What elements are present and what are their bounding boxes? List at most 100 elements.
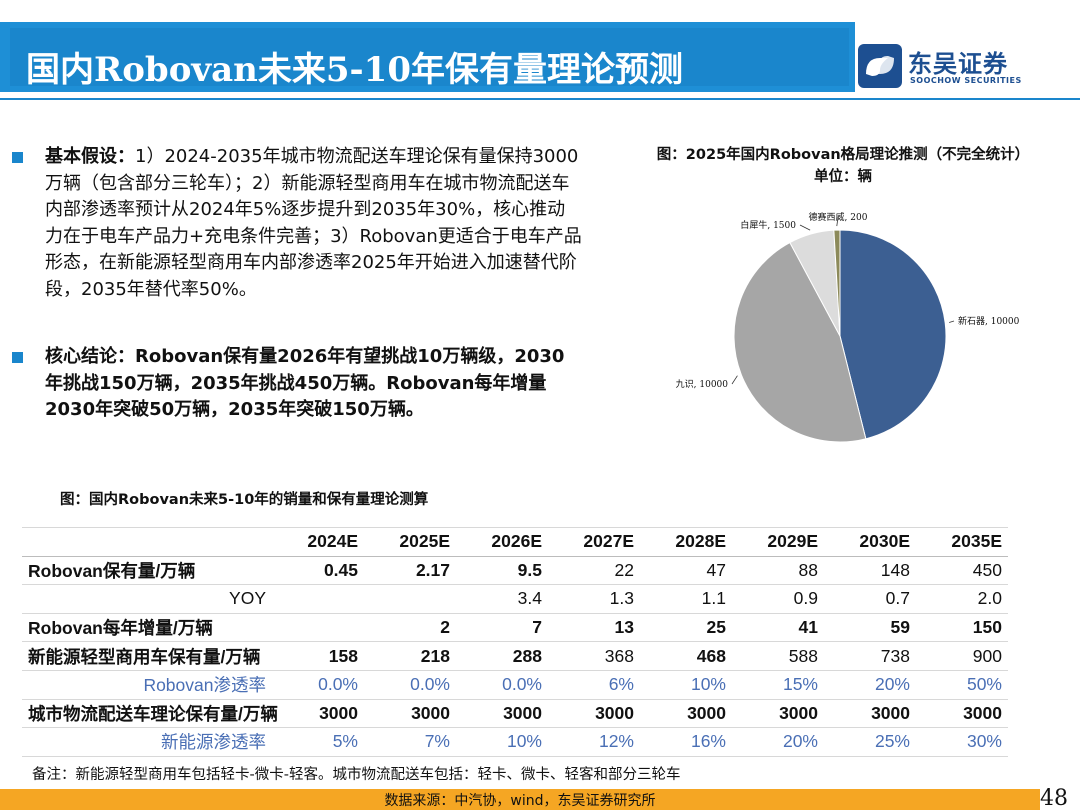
table-row: Robovan渗透率 0.0% 0.0% 0.0% 6% 10% 15% 20% 50% [22, 670, 1008, 700]
column-header: 2026E [456, 527, 548, 557]
logo: 东吴证券 SOOCHOW SECURITIES [858, 42, 1038, 90]
title-inner: 国内Robovan未来5-10年保有量理论预测 [10, 28, 849, 90]
column-header: 2027E [548, 527, 640, 557]
pie-data-label: 九识, 10000 [676, 379, 729, 390]
bullet-square-icon [12, 152, 23, 163]
table-row: Robovan保有量/万辆 0.45 2.17 9.5 22 47 88 148 450 [22, 556, 1008, 586]
table-cell: 22 [548, 556, 640, 586]
table-cell: 1.3 [548, 584, 640, 614]
table-cell: 88 [732, 556, 824, 586]
table-cell: 41 [732, 613, 824, 643]
table-cell: 12% [548, 727, 640, 757]
pie-data-label: 新石器, 10000 [958, 315, 1020, 327]
page-title: 国内Robovan未来5-10年保有量理论预测 [26, 50, 683, 90]
table-cell: 6% [548, 670, 640, 700]
table-cell: 20% [732, 727, 824, 757]
row-label: YOY [22, 584, 272, 614]
table-cell [272, 613, 364, 643]
pie-leader-line [836, 216, 839, 227]
table-row: YOY 3.4 1.3 1.1 0.9 0.7 2.0 [22, 584, 1008, 614]
table-header-row: 2024E 2025E 2026E 2027E 2028E 2029E 2030E 2035E [22, 527, 1008, 557]
column-header: 2024E [272, 527, 364, 557]
table-row: 新能源渗透率 5% 7% 10% 12% 16% 20% 25% 30% [22, 727, 1008, 757]
table-note: 备注：新能源轻型商用车包括轻卡-微卡-轻客。城市物流配送车包括：轻卡、微卡、轻客… [32, 767, 681, 783]
pie-leader-line [949, 320, 955, 323]
bullet-label: 基本假设： [45, 146, 135, 167]
table-cell: 0.0% [456, 670, 548, 700]
table-cell [364, 584, 456, 614]
table-cell: 25 [640, 613, 732, 643]
logo-cn-text: 东吴证券 [908, 50, 1008, 78]
table-cell: 2 [364, 613, 456, 643]
pie-slice-新石器 [839, 229, 947, 440]
pie-leader-line [799, 224, 811, 231]
data-source: 数据来源：中汽协，wind，东吴证券研究所 [384, 793, 656, 809]
table-cell: 0.0% [272, 670, 364, 700]
pie-data-label: 白犀牛, 1500 [740, 219, 796, 231]
table-cell: 288 [456, 641, 548, 671]
table-cell: 9.5 [456, 556, 548, 586]
row-label: Robovan渗透率 [22, 670, 272, 700]
pie-leader-line [731, 375, 738, 385]
bullet-conclusion: 核心结论：Robovan保有量2026年有望挑战10万辆级，2030年挑战150… [12, 344, 582, 424]
table-cell: 900 [916, 641, 1008, 671]
table-cell: 3000 [364, 699, 456, 729]
table-cell: 150 [916, 613, 1008, 643]
table-cell: 738 [824, 641, 916, 671]
bullet-text: 核心结论：Robovan保有量2026年有望挑战10万辆级，2030年挑战150… [45, 344, 582, 424]
header-rule [0, 98, 1080, 100]
bullet-label: 核心结论： [45, 346, 135, 367]
table-cell: 2.17 [364, 556, 456, 586]
table-cell: 468 [640, 641, 732, 671]
table-title: 图：国内Robovan未来5-10年的销量和保有量理论测算 [60, 492, 429, 508]
table-cell: 50% [916, 670, 1008, 700]
table-cell: 3000 [456, 699, 548, 729]
bullet-square-icon [12, 352, 23, 363]
table-cell: 30% [916, 727, 1008, 757]
table-cell: 158 [272, 641, 364, 671]
pie-title-line2: 单位：辆 [814, 169, 872, 185]
row-label: Robovan保有量/万辆 [22, 556, 272, 586]
bullet-body: 1）2024-2035年城市物流配送车理论保有量保持3000万辆（包含部分三轮车… [45, 146, 582, 300]
pie-data-label: 德赛西威, 200 [809, 211, 868, 223]
column-header: 2028E [640, 527, 732, 557]
forecast-table: 2024E 2025E 2026E 2027E 2028E 2029E 2030E 2035E… [22, 527, 1008, 757]
table-cell: 25% [824, 727, 916, 757]
bullet-assumptions: 基本假设：1）2024-2035年城市物流配送车理论保有量保持3000万辆（包含… [12, 144, 582, 324]
table-cell: 3000 [916, 699, 1008, 729]
column-header: 2030E [824, 527, 916, 557]
table-cell: 0.9 [732, 584, 824, 614]
table-cell: 3000 [272, 699, 364, 729]
table-cell: 15% [732, 670, 824, 700]
table-row: Robovan每年增量/万辆 2 7 13 25 41 59 150 [22, 613, 1008, 643]
column-header: 2029E [732, 527, 824, 557]
bullet-body: Robovan保有量2026年有望挑战10万辆级，2030年挑战150万辆，20… [45, 346, 565, 420]
row-label: 新能源轻型商用车保有量/万辆 [22, 641, 272, 671]
table-cell [272, 584, 364, 614]
table-cell: 10% [456, 727, 548, 757]
table-cell: 3000 [548, 699, 640, 729]
table-cell: 7 [456, 613, 548, 643]
table-cell: 13 [548, 613, 640, 643]
table-cell: 47 [640, 556, 732, 586]
table-cell: 0.45 [272, 556, 364, 586]
table-cell: 588 [732, 641, 824, 671]
column-header: 2035E [916, 527, 1008, 557]
table-cell: 10% [640, 670, 732, 700]
title-bar: 国内Robovan未来5-10年保有量理论预测 [0, 22, 855, 92]
header-corner [22, 527, 272, 557]
table-cell: 450 [916, 556, 1008, 586]
table-cell: 368 [548, 641, 640, 671]
table-cell: 1.1 [640, 584, 732, 614]
pie-chart-title: 图：2025年国内Robovan格局理论推测（不完全统计） 单位：辆 [612, 144, 1074, 188]
table-cell: 0.0% [364, 670, 456, 700]
page-number: 48 [1040, 786, 1068, 811]
pie-slice-德赛西威 [833, 229, 841, 337]
table-cell: 16% [640, 727, 732, 757]
logo-en-text: SOOCHOW SECURITIES [910, 76, 1022, 85]
soochow-logo-icon [858, 44, 902, 88]
table-cell: 59 [824, 613, 916, 643]
pie-slice-九识 [733, 241, 867, 443]
pie-chart: 新石器, 10000 九识, 10000 白犀牛, 1500 德赛西威, 200 [676, 211, 1020, 443]
pie-title-line1: 图：2025年国内Robovan格局理论推测（不完全统计） [656, 147, 1030, 163]
